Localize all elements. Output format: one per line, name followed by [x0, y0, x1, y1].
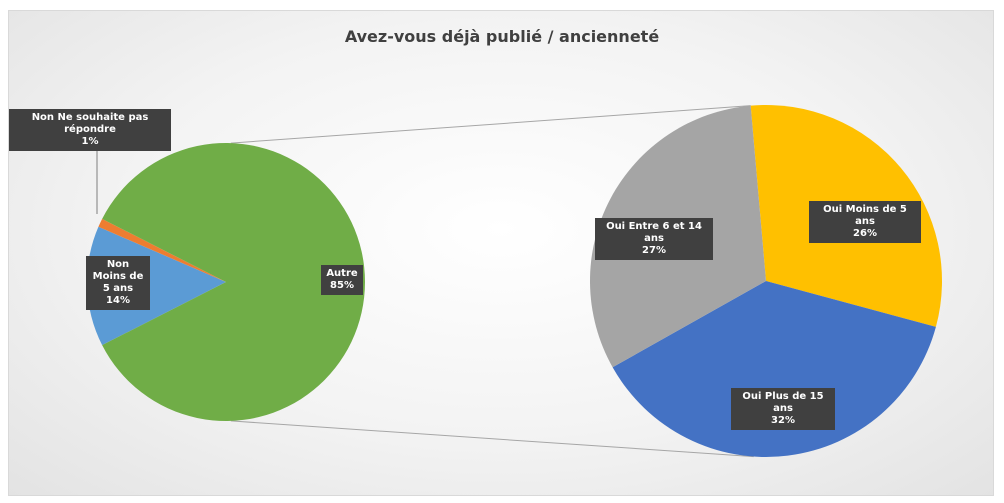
label-category: Oui Plus de 15 ans — [742, 391, 824, 414]
data-label: Oui Moins de 5 ans 26% — [809, 201, 921, 243]
data-label: Non Ne souhaite pas répondre 1% — [9, 109, 171, 151]
label-value: 27% — [642, 245, 666, 256]
label-category: Autre — [326, 268, 358, 279]
label-value: 85% — [330, 280, 354, 291]
data-label: Non Moins de 5 ans 14% — [86, 256, 150, 310]
pie-slice — [98, 218, 226, 282]
label-value: 32% — [771, 415, 795, 426]
label-category: Non Ne souhaite pas répondre — [31, 112, 149, 135]
label-value: 26% — [853, 228, 877, 239]
label-category: Oui Entre 6 et 14 ans — [606, 221, 702, 244]
pie-slice — [612, 281, 936, 457]
connector-line — [230, 420, 754, 458]
label-value: 1% — [81, 136, 99, 147]
label-value: 14% — [106, 295, 130, 306]
data-label: Oui Plus de 15 ans 32% — [731, 388, 835, 430]
connector-line — [230, 105, 751, 144]
pie-slice — [102, 143, 366, 422]
chart-title: Avez-vous déjà publié / ancienneté — [344, 27, 660, 46]
data-label: Oui Entre 6 et 14 ans 27% — [595, 218, 713, 260]
data-label: Autre 85% — [321, 265, 363, 295]
label-category: Oui Moins de 5 ans — [823, 204, 907, 227]
label-category: Non Moins de 5 ans — [92, 259, 144, 294]
